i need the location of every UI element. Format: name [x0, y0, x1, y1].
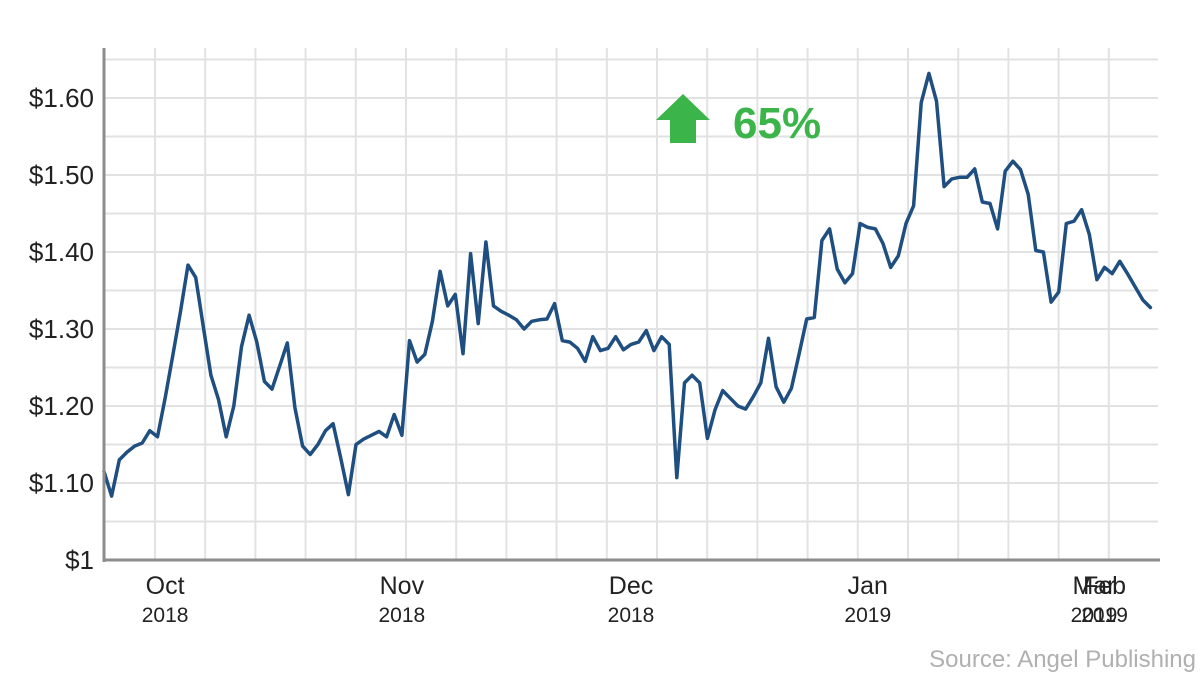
y-tick-label: $1.10 [29, 468, 94, 498]
y-tick-label: $1.50 [29, 160, 94, 190]
y-tick-label: $1.40 [29, 237, 94, 267]
x-tick-year-label: 2018 [379, 604, 426, 627]
x-tick-year-label: 2018 [608, 604, 655, 627]
source-credit: Source: Angel Publishing [929, 646, 1196, 673]
vertical-gridlines [154, 48, 1110, 560]
x-tick-year-label: 2019 [844, 604, 891, 627]
horizontal-gridlines [104, 58, 1158, 523]
x-tick-month-label: Feb [1083, 572, 1126, 600]
x-tick-month-label: Dec [609, 572, 653, 600]
percent-change-label: 65% [733, 99, 821, 148]
x-axis-tick-labels: Oct 2018 Nov 2018 Dec 2018 Jan 2019 Feb 2019 Mar 20… [142, 572, 1128, 627]
y-tick-label: $1.60 [29, 83, 94, 113]
x-tick-year-label: 2019 [1081, 604, 1128, 627]
x-tick-month-label: Nov [380, 572, 425, 600]
x-tick-month-label: Jan [848, 572, 888, 600]
up-arrow-icon [656, 94, 710, 143]
y-tick-label: $1.30 [29, 314, 94, 344]
y-axis-tick-labels: $1 $1.10 $1.20 $1.30 $1.40 $1.50 $1.60 [29, 83, 94, 575]
x-tick-year-label: 2018 [142, 604, 189, 627]
y-tick-label: $1.20 [29, 391, 94, 421]
x-tick-month-label: Mar [1072, 572, 1115, 600]
increase-annotation: 65% [656, 94, 821, 148]
x-tick-year-label: 2019 [1071, 604, 1118, 627]
price-series-line [102, 71, 1153, 498]
x-tick-month-label: Oct [146, 572, 185, 600]
y-tick-label: $1 [65, 545, 94, 575]
